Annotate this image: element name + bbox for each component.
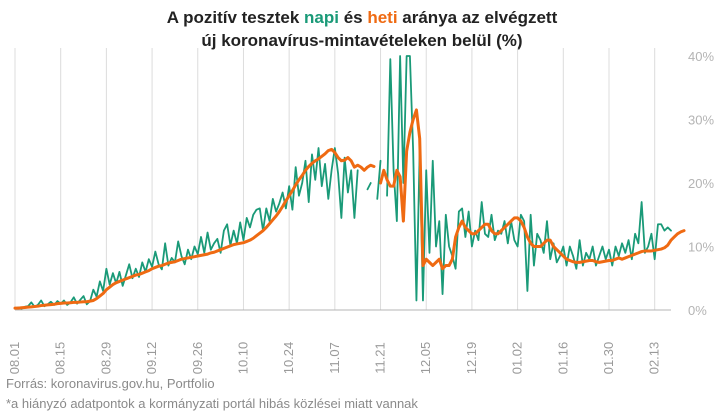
title-line-1: A pozitív tesztek napi és heti aránya az… [0, 6, 724, 29]
source-note: Forrás: koronavirus.gov.hu, Portfolio [6, 376, 215, 391]
title-part: A pozitív tesztek [166, 8, 305, 27]
x-tick-label: 02.13 [647, 342, 662, 375]
y-tick-label: 40% [688, 49, 714, 64]
footnote: *a hiányzó adatpontok a kormányzati port… [6, 396, 418, 411]
title-line-2: új koronavírus-mintavételeken belül (%) [201, 31, 523, 50]
x-tick-label: 10.10 [235, 342, 250, 375]
title-heti-word: heti [367, 8, 398, 27]
series-line-heti [13, 108, 686, 310]
x-tick-label: 01.16 [555, 342, 570, 375]
x-tick-label: 08.29 [98, 342, 113, 375]
title-part: aránya az elvégzett [397, 8, 558, 27]
x-tick-label: 09.26 [190, 342, 205, 375]
y-tick-label: 30% [688, 113, 714, 128]
chart-title: A pozitív tesztek napi és heti aránya az… [0, 6, 724, 52]
x-tick-label: 12.19 [464, 342, 479, 375]
y-tick-label: 20% [688, 176, 714, 191]
x-tick-label: 11.07 [327, 342, 342, 374]
x-tick-label: 11.21 [373, 342, 388, 374]
x-tick-label: 01.30 [601, 342, 616, 375]
series-group [13, 55, 686, 310]
x-tick-label: 09.12 [144, 342, 159, 375]
series-line-napi [14, 55, 672, 310]
y-tick-label: 10% [688, 240, 714, 255]
x-tick-label: 12.05 [418, 342, 433, 375]
title-part: és [338, 8, 368, 27]
y-axis-ticks: 0% 10% 20% 30% 40% [688, 49, 714, 318]
title-napi-word: napi [304, 8, 339, 27]
x-tick-label: 01.02 [510, 342, 525, 375]
x-tick-label: 10.24 [281, 342, 296, 375]
x-tick-label: 08.15 [53, 342, 68, 375]
y-tick-label: 0% [688, 303, 707, 318]
x-tick-label: 08.01 [7, 342, 22, 375]
x-axis-ticks: 08.01 08.15 08.29 09.12 09.26 10.10 10.24 11.07… [7, 342, 662, 375]
